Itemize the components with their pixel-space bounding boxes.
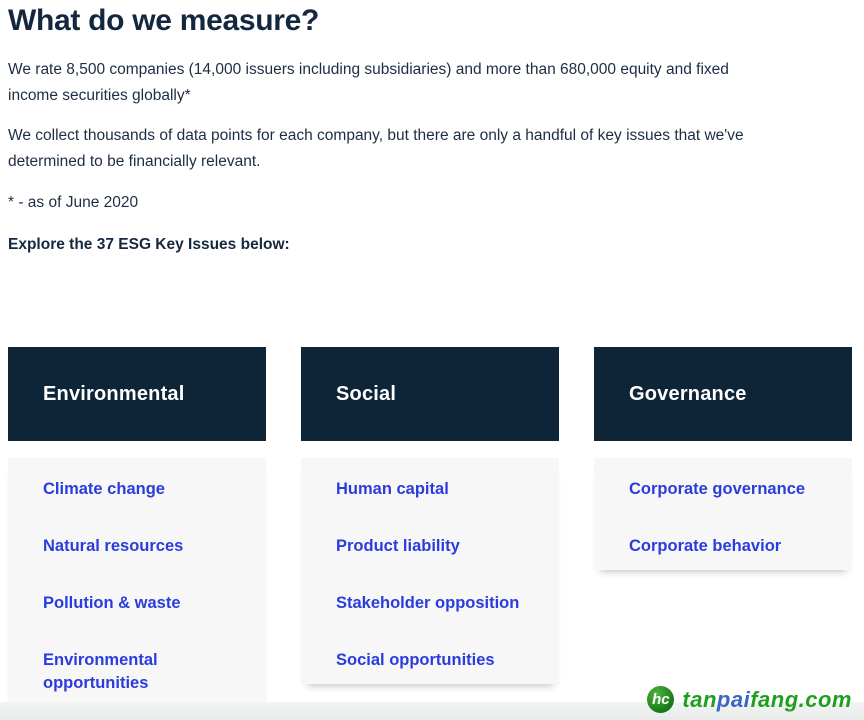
intro-paragraph-1: We rate 8,500 companies (14,000 issuers … xyxy=(8,61,729,104)
link-social-opportunities[interactable]: Social opportunities xyxy=(336,651,495,669)
footnote-as-of-date: * - as of June 2020 xyxy=(8,194,139,211)
environmental-header: Environmental xyxy=(8,347,266,441)
watermark-text-part-2: pai xyxy=(716,686,751,712)
environmental-links-panel: Climate change Natural resources Polluti… xyxy=(8,458,266,707)
social-header: Social xyxy=(301,347,559,441)
link-stakeholder-opposition[interactable]: Stakeholder opposition xyxy=(336,594,520,612)
tanpaifang-watermark-text: tanpaifang.com xyxy=(682,687,852,713)
social-header-label: Social xyxy=(336,382,397,405)
environmental-header-label: Environmental xyxy=(43,382,185,405)
tanpaifang-logo-icon: hc xyxy=(647,686,675,713)
column-environmental: Environmental Climate change Natural res… xyxy=(8,347,266,707)
tanpaifang-watermark: hc tanpaifang.com xyxy=(647,686,852,713)
column-governance: Governance Corporate governance Corporat… xyxy=(594,347,852,707)
link-environmental-opportunities[interactable]: Environmental opportunities xyxy=(43,651,158,692)
link-natural-resources[interactable]: Natural resources xyxy=(43,537,184,555)
governance-links-panel: Corporate governance Corporate behavior xyxy=(594,458,852,570)
link-corporate-behavior[interactable]: Corporate behavior xyxy=(629,537,782,555)
governance-header: Governance xyxy=(594,347,852,441)
social-links-panel: Human capital Product liability Stakehol… xyxy=(301,458,559,684)
column-social: Social Human capital Product liability S… xyxy=(301,347,559,707)
page-title: What do we measure? xyxy=(8,4,320,37)
intro-paragraph-2: We collect thousands of data points for … xyxy=(8,127,744,170)
esg-columns: Environmental Climate change Natural res… xyxy=(8,347,854,707)
explore-key-issues-label: Explore the 37 ESG Key Issues below: xyxy=(8,236,290,253)
link-pollution-waste[interactable]: Pollution & waste xyxy=(43,594,181,612)
link-product-liability[interactable]: Product liability xyxy=(336,537,460,555)
link-climate-change[interactable]: Climate change xyxy=(43,480,165,498)
watermark-text-part-1: tan xyxy=(682,686,717,712)
link-human-capital[interactable]: Human capital xyxy=(336,480,449,498)
link-corporate-governance[interactable]: Corporate governance xyxy=(629,480,806,498)
governance-header-label: Governance xyxy=(629,382,747,405)
watermark-text-part-3: fang.com xyxy=(750,686,852,712)
